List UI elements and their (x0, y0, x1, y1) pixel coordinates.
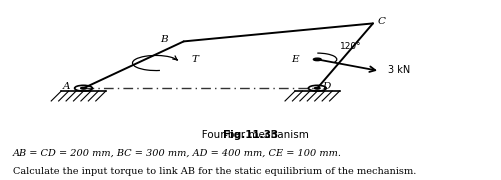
Text: B: B (160, 35, 168, 44)
Circle shape (314, 58, 321, 61)
Text: Calculate the input torque to link AB for the static equilibrium of the mechanis: Calculate the input torque to link AB fo… (13, 166, 416, 176)
Circle shape (81, 87, 86, 89)
Text: Fig.11.33: Fig.11.33 (223, 130, 278, 141)
Text: 120°: 120° (340, 42, 361, 51)
Text: E: E (291, 55, 299, 64)
Text: Four-bar mechanism: Four-bar mechanism (192, 130, 309, 141)
Text: 3 kN: 3 kN (388, 65, 411, 75)
Text: AB = CD = 200 mm, BC = 300 mm, AD = 400 mm, CE = 100 mm.: AB = CD = 200 mm, BC = 300 mm, AD = 400 … (13, 148, 342, 158)
Text: A: A (63, 82, 71, 91)
Text: C: C (378, 17, 386, 26)
Text: D: D (322, 82, 330, 91)
Circle shape (315, 87, 320, 89)
Text: T: T (191, 55, 198, 64)
